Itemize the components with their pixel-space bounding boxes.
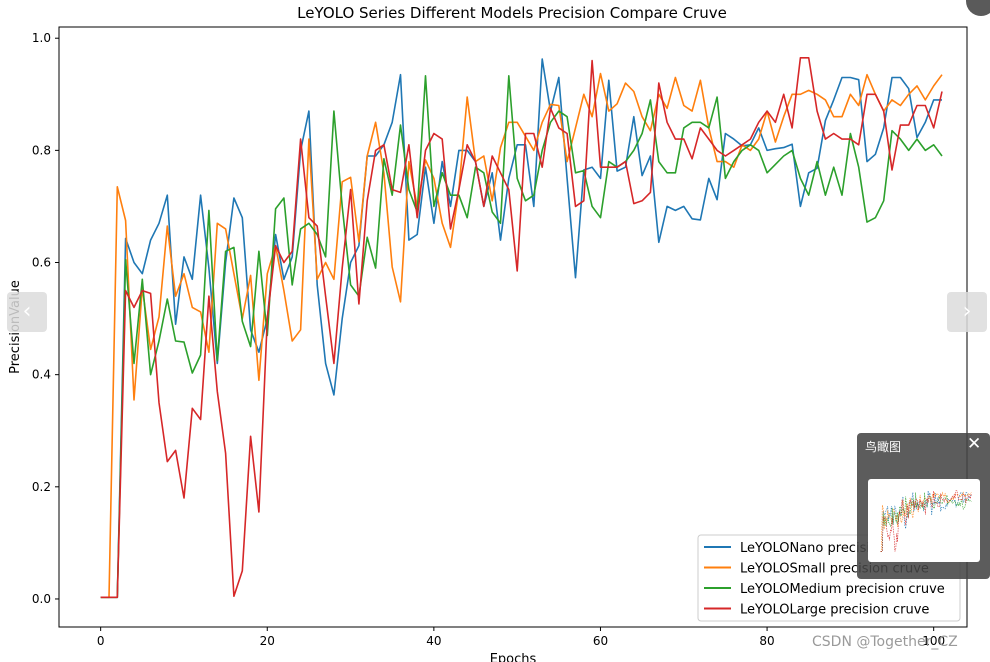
y-tick-label: 1.0 [32, 31, 51, 45]
corner-toggle-button[interactable] [966, 0, 990, 16]
x-tick-label: 100 [922, 634, 945, 648]
x-axis-label: Epochs [490, 652, 537, 662]
chart-title: LeYOLO Series Different Models Precision… [297, 4, 727, 22]
legend-label: LeYOLOMedium precision cruve [740, 582, 945, 597]
birdseye-series-3 [880, 490, 972, 552]
axis-ticks: 0 20 40 60 80 100 0.0 0.2 0.4 0.6 0.8 1.0 [32, 31, 945, 648]
next-image-button[interactable]: › [947, 292, 987, 332]
birdseye-series-2 [880, 492, 972, 552]
birdseye-title: 鸟瞰图 [865, 440, 902, 454]
prev-image-button[interactable]: ‹ [7, 292, 47, 332]
x-tick-label: 60 [593, 634, 608, 648]
chevron-right-icon: › [962, 299, 972, 324]
birdseye-mini-chart [880, 490, 972, 552]
birdseye-series-1 [880, 491, 972, 552]
series-line-0 [100, 58, 942, 599]
series-line-2 [100, 75, 943, 599]
x-tick-label: 0 [97, 634, 105, 648]
series-line-3 [100, 56, 943, 599]
watermark: CSDN @Together_CZ [812, 634, 958, 650]
y-tick-label: 0.0 [32, 592, 51, 606]
close-icon[interactable]: ✕ [967, 434, 982, 454]
chevron-left-icon: ‹ [22, 299, 32, 324]
series-line-1 [100, 72, 943, 599]
legend-label: LeYOLOLarge precision cruve [740, 603, 929, 618]
x-tick-label: 80 [759, 634, 774, 648]
y-tick-label: 0.6 [32, 256, 51, 270]
plot-area [100, 56, 943, 599]
birdseye-panel: 鸟瞰图 ✕ [857, 433, 990, 579]
y-tick-label: 0.4 [32, 368, 51, 382]
birdseye-series-0 [880, 490, 972, 552]
y-tick-label: 0.2 [32, 480, 51, 494]
x-tick-label: 40 [426, 634, 441, 648]
y-tick-label: 0.8 [32, 143, 51, 157]
x-tick-label: 20 [260, 634, 275, 648]
birdseye-thumbnail[interactable] [868, 479, 980, 562]
